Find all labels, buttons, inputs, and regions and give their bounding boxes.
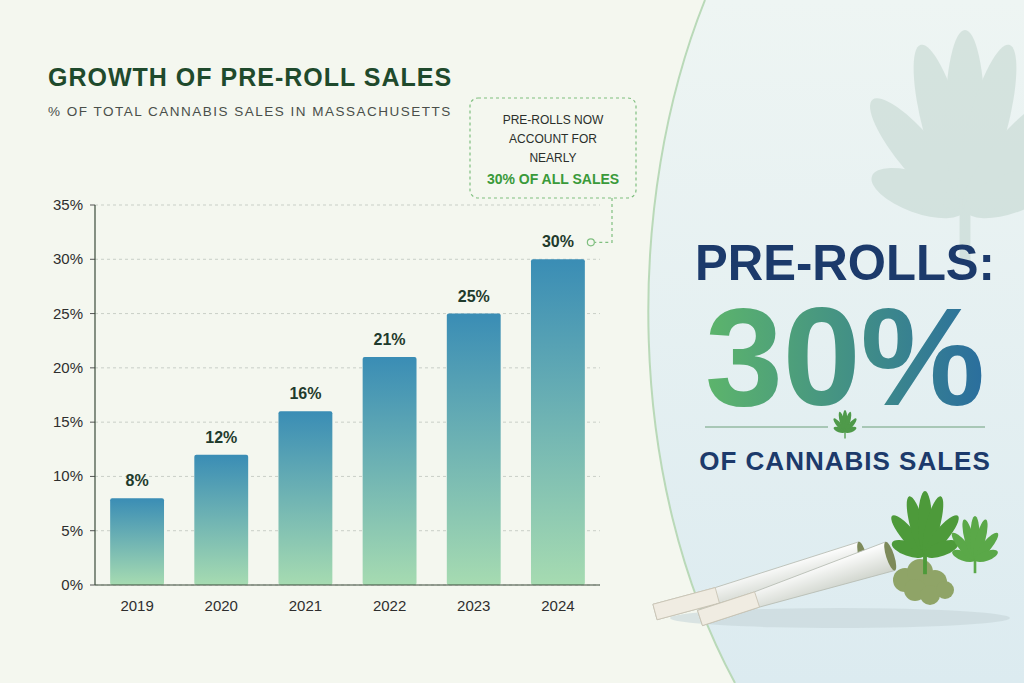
grid-line [95, 367, 600, 368]
panel-big-number: 30% [705, 278, 985, 435]
background [0, 0, 1024, 683]
y-tick-label: 0% [61, 576, 83, 593]
joint-filter [698, 592, 760, 626]
y-tick-label: 25% [53, 305, 83, 322]
tick-mark [90, 367, 95, 368]
chart-title: GROWTH OF PRE-ROLL SALES [48, 63, 452, 91]
bar [447, 314, 501, 585]
bud-part [936, 581, 954, 599]
tick-mark [90, 585, 95, 586]
chart-root: GROWTH OF PRE-ROLL SALES % OF TOTAL CANNA… [0, 0, 1024, 683]
y-tick-label: 10% [53, 467, 83, 484]
bar [531, 259, 585, 585]
x-tick-label: 2022 [373, 597, 406, 614]
grid-line [95, 476, 600, 477]
x-tick-label: 2019 [120, 597, 153, 614]
annotation-highlight: 30% OF ALL SALES [487, 171, 619, 187]
data-label: 21% [374, 331, 406, 348]
right-panel [648, 0, 1024, 683]
leaflet [973, 547, 999, 564]
leaf-icon [887, 491, 964, 574]
divider [705, 426, 828, 427]
grid-line [95, 313, 600, 314]
grid-line [95, 205, 600, 206]
data-label: 30% [542, 233, 574, 250]
joint-paper [695, 542, 894, 632]
leaf-icon [832, 410, 858, 439]
annotation-text: PRE-ROLLS NOW ACCOUNT FOR NEARLY [503, 113, 604, 165]
joint [695, 541, 898, 633]
leaf-stem [844, 432, 845, 439]
x-tick-label: 2024 [541, 597, 574, 614]
tick-mark [90, 313, 95, 314]
y-tick-label: 30% [53, 250, 83, 267]
annotation: PRE-ROLLS NOW ACCOUNT FOR NEARLY 30% OF ALL… [470, 98, 636, 246]
bars [110, 259, 585, 585]
tick-mark [90, 530, 95, 531]
grid-line [95, 585, 600, 586]
leaf-stem [923, 555, 927, 574]
annotation-line: ACCOUNT FOR [509, 132, 597, 146]
grid-line [95, 422, 600, 423]
data-label: 25% [458, 288, 490, 305]
grid [90, 205, 600, 585]
bar [110, 498, 164, 585]
leaflet [844, 426, 857, 435]
data-label: 8% [126, 472, 149, 489]
x-tick-label: 2021 [289, 597, 322, 614]
leaf-stem [974, 560, 977, 573]
tick-mark [90, 259, 95, 260]
annotation-line: PRE-ROLLS NOW [503, 113, 604, 127]
chart-subtitle: % OF TOTAL CANNABIS SALES IN MASSACHUSET… [48, 104, 452, 119]
leaflet [843, 417, 858, 434]
leaf-icon [857, 30, 1024, 264]
y-tick-label: 35% [53, 196, 83, 213]
data-label: 16% [289, 385, 321, 402]
tick-mark [90, 476, 95, 477]
bar [278, 411, 332, 585]
divider [862, 426, 985, 427]
bar [194, 455, 248, 585]
x-tick-label: 2023 [457, 597, 490, 614]
data-label: 12% [205, 429, 237, 446]
grid-line [95, 530, 600, 531]
y-axis [94, 205, 95, 585]
y-tick-label: 5% [61, 522, 83, 539]
tick-mark [90, 422, 95, 423]
y-tick-label: 15% [53, 413, 83, 430]
annotation-line: NEARLY [529, 151, 576, 165]
x-axis [95, 584, 600, 585]
bar [363, 357, 417, 585]
x-tick-label: 2020 [205, 597, 238, 614]
annotation-dot [587, 239, 594, 246]
grid-line [95, 259, 600, 260]
leaf-icon [949, 516, 1002, 573]
tick-mark [90, 205, 95, 206]
annotation-leader [595, 198, 612, 242]
joints [651, 491, 1010, 632]
panel-caption: OF CANNABIS SALES [699, 446, 990, 476]
y-tick-label: 20% [53, 359, 83, 376]
annotation-box [470, 98, 636, 198]
